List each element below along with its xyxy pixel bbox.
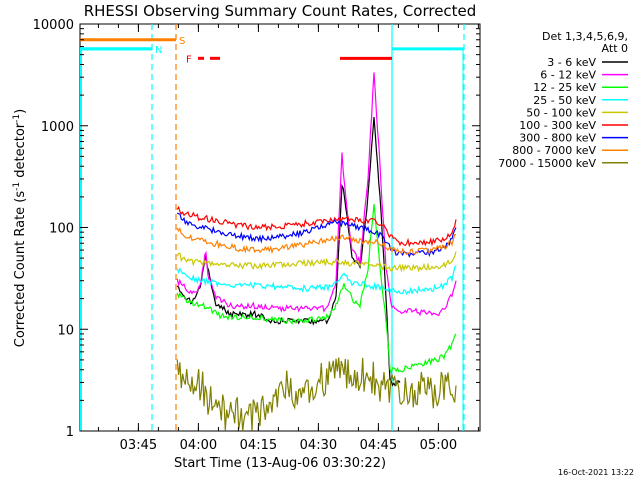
series-line xyxy=(176,251,457,273)
y-axis-label-main: Corrected Count Rate (s xyxy=(13,191,28,348)
series-line xyxy=(176,205,457,248)
series-line xyxy=(176,203,457,375)
footer-timestamp: 16-Oct-2021 13:22 xyxy=(558,468,634,477)
flag-bars: S N F xyxy=(80,36,464,65)
x-tick-label: 04:15 xyxy=(240,438,277,453)
series-line xyxy=(176,212,457,258)
legend-label: 12 - 25 keV xyxy=(533,81,596,94)
legend-label: 800 - 7000 keV xyxy=(512,144,596,157)
legend-label: 300 - 800 keV xyxy=(519,132,596,145)
legend-label: 100 - 300 keV xyxy=(519,119,596,132)
series-line xyxy=(176,227,457,256)
y-tick-label: 10000 xyxy=(33,18,74,33)
series-line xyxy=(176,117,401,387)
y-axis-label-end: ) xyxy=(13,109,28,114)
x-axis-label: Start Time (13-Aug-06 03:30:22) xyxy=(174,456,386,471)
flag-label: N xyxy=(155,45,162,56)
x-axis: 03:45 04:00 04:15 04:30 04:45 05:00 xyxy=(97,24,479,453)
legend-header-line1: Det 1,3,4,5,6,9, xyxy=(542,30,628,43)
legend-label: 7000 - 15000 keV xyxy=(498,157,596,170)
x-tick-label: 04:30 xyxy=(300,438,337,453)
y-axis-label: Corrected Count Rate (s-1 detector-1) xyxy=(12,109,28,347)
x-tick-label: 04:45 xyxy=(360,438,397,453)
legend-label: 6 - 12 keV xyxy=(540,69,596,82)
y-tick-label: 1 xyxy=(66,425,74,440)
y-tick-label: 1000 xyxy=(41,120,74,135)
series-line xyxy=(176,357,457,432)
plot-area: S N F xyxy=(79,23,481,432)
legend-label: 3 - 6 keV xyxy=(547,56,596,69)
x-tick-label: 03:45 xyxy=(120,438,157,453)
flag-label: F xyxy=(186,54,192,65)
legend-label: 50 - 100 keV xyxy=(526,106,596,119)
x-tick-label: 05:00 xyxy=(420,438,457,453)
y-axis-label-mid: detector xyxy=(13,122,28,182)
series-line xyxy=(176,72,457,317)
y-axis-label-sup1: -1 xyxy=(12,182,22,191)
x-tick-label: 04:00 xyxy=(180,438,217,453)
y-tick-label: 10 xyxy=(57,323,74,338)
legend-label: 25 - 50 keV xyxy=(533,94,596,107)
legend-header-line2: Att 0 xyxy=(602,42,628,55)
flag-label: S xyxy=(179,36,185,47)
marker-lines xyxy=(80,24,465,431)
series-line xyxy=(176,265,457,296)
chart-title: RHESSI Observing Summary Count Rates, Co… xyxy=(84,2,477,20)
y-axis: 1 10 100 1000 10000 xyxy=(33,18,480,440)
series-lines xyxy=(176,72,457,432)
y-axis-label-sup2: -1 xyxy=(12,114,22,123)
y-tick-label: 100 xyxy=(49,222,74,237)
